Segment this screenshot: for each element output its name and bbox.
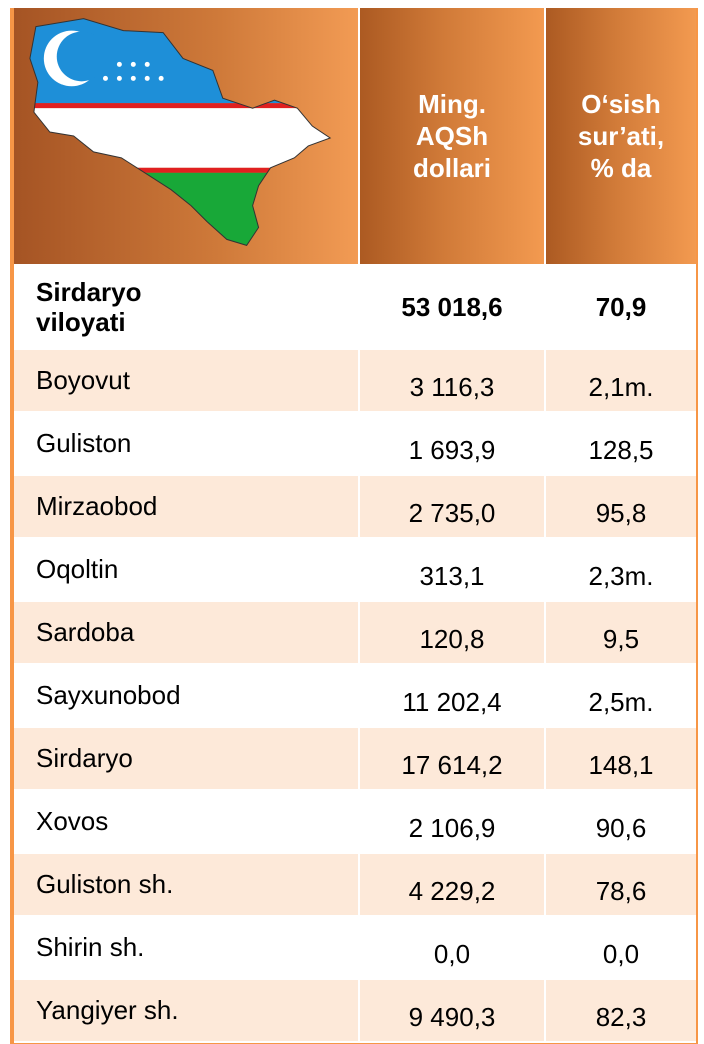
table-cell: 53 018,6 xyxy=(360,266,546,350)
cell-text: 128,5 xyxy=(588,435,654,465)
table-cell: Shirin sh. xyxy=(14,917,360,980)
table-cell: Yangiyer sh. xyxy=(14,980,360,1043)
table-cell: 9 490,3 xyxy=(360,980,546,1043)
cell-text: Guliston xyxy=(36,428,132,458)
cell-text: 148,1 xyxy=(588,750,654,780)
cell-text: Xovos xyxy=(36,806,109,836)
cell-text: 11 202,4 xyxy=(402,687,502,717)
cell-text: 4 229,2 xyxy=(408,876,496,906)
cell-text: 1 693,9 xyxy=(408,435,496,465)
table-cell: 2,3m. xyxy=(546,539,696,602)
table-cell: Sardoba xyxy=(14,602,360,665)
table-cell: 0,0 xyxy=(546,917,696,980)
table-cell: 128,5 xyxy=(546,413,696,476)
table-cell: 2,5m. xyxy=(546,665,696,728)
table-cell: 313,1 xyxy=(360,539,546,602)
cell-text: 53 018,6 xyxy=(401,292,503,322)
cell-text: 70,9 xyxy=(595,292,647,322)
cell-text: Sirdaryo viloyati xyxy=(36,277,142,337)
table: Ming. AQSh dollari O‘sish sur’ati,% da Sirda… xyxy=(14,8,696,1044)
table-cell: Guliston sh. xyxy=(14,854,360,917)
table-cell: 1 693,9 xyxy=(360,413,546,476)
cell-text: 78,6 xyxy=(595,876,647,906)
table-frame: Ming. AQSh dollari O‘sish sur’ati,% da Sirda… xyxy=(10,8,698,1044)
cell-text: Sardoba xyxy=(36,617,135,647)
header-text: % da xyxy=(590,153,652,183)
cell-text: Sayxunobod xyxy=(36,680,181,710)
table-row: Oqoltin 313,1 2,3m. xyxy=(14,539,696,602)
cell-text: 2 106,9 xyxy=(408,813,496,843)
cell-text: 95,8 xyxy=(595,498,647,528)
table-cell: Oqoltin xyxy=(14,539,360,602)
table-row: Sirdaryo viloyati 53 018,6 70,9 xyxy=(14,266,696,350)
cell-text: Sirdaryo xyxy=(36,743,133,773)
table-cell: 2 735,0 xyxy=(360,476,546,539)
table-row: Xovos 2 106,9 90,6 xyxy=(14,791,696,854)
table-row: Sardoba 120,8 9,5 xyxy=(14,602,696,665)
cell-text: Yangiyer sh. xyxy=(36,995,179,1025)
table-cell: 17 614,2 xyxy=(360,728,546,791)
cell-text: Guliston sh. xyxy=(36,869,174,899)
table-row: Sirdaryo 17 614,2 148,1 xyxy=(14,728,696,791)
table-cell: Boyovut xyxy=(14,350,360,413)
header-text: dollari xyxy=(412,153,491,183)
table-row: Boyovut 3 116,3 2,1m. xyxy=(14,350,696,413)
cell-text: Shirin sh. xyxy=(36,932,145,962)
table-cell: 0,0 xyxy=(360,917,546,980)
table-cell: 90,6 xyxy=(546,791,696,854)
cell-text: 2,1m. xyxy=(588,372,654,402)
table-cell: 4 229,2 xyxy=(360,854,546,917)
table-cell: 9,5 xyxy=(546,602,696,665)
table-row: Shirin sh. 0,0 0,0 xyxy=(14,917,696,980)
table-row: Guliston sh. 4 229,2 78,6 xyxy=(14,854,696,917)
cell-text: 90,6 xyxy=(595,813,647,843)
table-cell: 120,8 xyxy=(360,602,546,665)
flag-map xyxy=(29,18,332,246)
cell-text: 3 116,3 xyxy=(409,372,495,402)
cell-text: 313,1 xyxy=(419,561,485,591)
table-row: Guliston 1 693,9 128,5 xyxy=(14,413,696,476)
table-row: Mirzaobod 2 735,0 95,8 xyxy=(14,476,696,539)
header-text: sur’ati, xyxy=(577,121,665,151)
header-cell: O‘sish sur’ati,% da xyxy=(546,8,696,266)
table-cell: 2,1m. xyxy=(546,350,696,413)
table-row: Yangiyer sh. 9 490,3 82,3 xyxy=(14,980,696,1043)
table-cell: 82,3 xyxy=(546,980,696,1043)
header-cell: Ming. AQSh dollari xyxy=(360,8,546,266)
header-text: O‘sish xyxy=(581,89,661,119)
cell-text: Boyovut xyxy=(36,365,130,395)
table-cell: Sayxunobod xyxy=(14,665,360,728)
header-row: Ming. AQSh dollari O‘sish sur’ati,% da xyxy=(14,8,696,266)
cell-text: 2,5m. xyxy=(588,687,654,717)
map-cell xyxy=(14,8,360,266)
cell-text: 2 735,0 xyxy=(408,498,496,528)
table-cell: 148,1 xyxy=(546,728,696,791)
cell-text: 0,0 xyxy=(433,939,471,969)
cell-text: Mirzaobod xyxy=(36,491,158,521)
header-text: AQSh xyxy=(415,121,489,151)
table-cell: Xovos xyxy=(14,791,360,854)
cell-text: 82,3 xyxy=(595,1002,647,1032)
table-cell: Sirdaryo viloyati xyxy=(14,266,360,350)
cell-text: Oqoltin xyxy=(36,554,119,584)
table-cell: 11 202,4 xyxy=(360,665,546,728)
cell-text: 9,5 xyxy=(602,624,640,654)
cell-text: 17 614,2 xyxy=(401,750,503,780)
table-cell: 2 106,9 xyxy=(360,791,546,854)
cell-text: 0,0 xyxy=(602,939,640,969)
table-cell: 3 116,3 xyxy=(360,350,546,413)
table-cell: Mirzaobod xyxy=(14,476,360,539)
table-cell: Sirdaryo xyxy=(14,728,360,791)
table-cell: 78,6 xyxy=(546,854,696,917)
cell-text: 120,8 xyxy=(419,624,485,654)
cell-text: 9 490,3 xyxy=(408,1002,496,1032)
header-text: Ming. xyxy=(418,89,486,119)
table-cell: 95,8 xyxy=(546,476,696,539)
table-cell: 70,9 xyxy=(546,266,696,350)
cell-text: 2,3m. xyxy=(588,561,654,591)
table-cell: Guliston xyxy=(14,413,360,476)
table-row: Sayxunobod 11 202,4 2,5m. xyxy=(14,665,696,728)
